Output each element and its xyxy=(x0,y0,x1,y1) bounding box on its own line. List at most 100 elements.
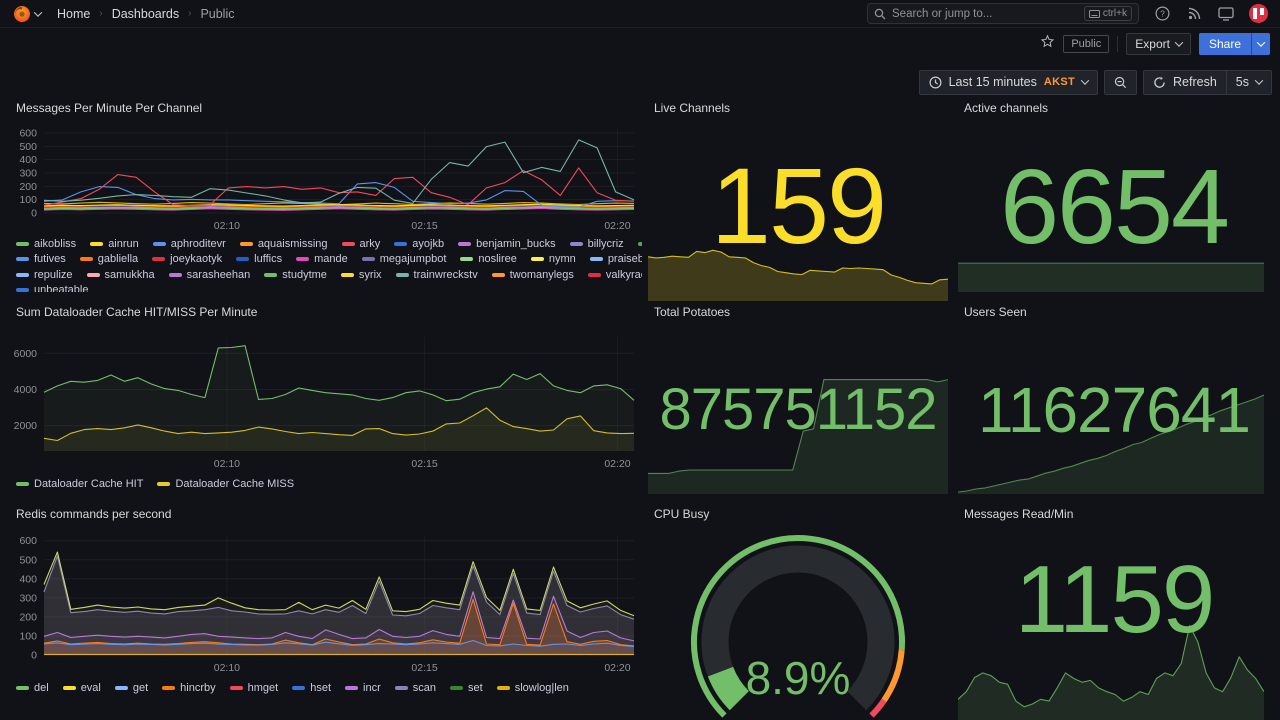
legend-item[interactable]: ayojkb xyxy=(394,238,444,250)
legend-item[interactable]: slowlog|len xyxy=(496,682,569,694)
legend-item[interactable]: aquaismissing xyxy=(239,238,328,250)
legend-item[interactable]: trainwreckstv xyxy=(395,269,478,281)
breadcrumb-separator: › xyxy=(188,8,192,19)
legend-item[interactable]: Dataloader Cache HIT xyxy=(16,478,143,490)
breadcrumb-separator: › xyxy=(99,8,103,19)
legend-item[interactable]: futives xyxy=(16,253,66,265)
legend-color-chip xyxy=(394,685,408,690)
legend-item[interactable]: hincrby xyxy=(162,682,216,694)
breadcrumb-home[interactable]: Home xyxy=(57,6,91,21)
time-range-picker[interactable]: Last 15 minutes AKST xyxy=(918,69,1099,95)
refresh-interval-picker[interactable]: 5s xyxy=(1225,70,1271,94)
svg-text:200: 200 xyxy=(19,611,37,623)
legend-item[interactable]: luffics xyxy=(236,253,282,265)
legend-item[interactable]: hset xyxy=(292,682,331,694)
legend-item[interactable]: billycriz xyxy=(569,238,624,250)
legend-item[interactable]: unbeatable xyxy=(16,284,88,292)
panel-dataloader-cache: Sum Dataloader Cache HIT/MISS Per Minute… xyxy=(8,300,642,498)
refresh-button[interactable]: Refresh xyxy=(1144,71,1226,94)
legend-item[interactable]: hmget xyxy=(229,682,278,694)
panel-title[interactable]: Live Channels xyxy=(654,101,731,115)
help-button[interactable]: ? xyxy=(1153,5,1171,23)
redis-line-chart[interactable]: 0 100 200 300 400 500 600 02:10 02:15 02:20 xyxy=(8,526,642,676)
user-avatar[interactable] xyxy=(1249,4,1268,23)
panel-title[interactable]: Messages Read/Min xyxy=(964,507,1074,521)
legend-item[interactable]: aphroditevr xyxy=(152,238,226,250)
panel-title[interactable]: CPU Busy xyxy=(654,507,710,521)
legend-item[interactable]: repulize xyxy=(16,269,73,281)
panel-messages-read: Messages Read/Min 1159 xyxy=(956,502,1272,720)
legend-item[interactable]: erobb221 xyxy=(637,238,642,250)
svg-text:500: 500 xyxy=(19,554,37,566)
messages-read-value: 1159 xyxy=(1014,546,1215,653)
legend-color-chip xyxy=(16,481,29,486)
legend-item[interactable]: Dataloader Cache MISS xyxy=(157,478,294,490)
svg-text:500: 500 xyxy=(19,141,37,153)
legend-color-chip xyxy=(491,272,505,277)
svg-text:02:20: 02:20 xyxy=(604,220,630,232)
search-input[interactable]: Search or jump to... ctrl+k xyxy=(867,3,1139,24)
panel-title[interactable]: Messages Per Minute Per Channel xyxy=(16,101,203,115)
legend-item[interactable]: sarasheehan xyxy=(168,269,250,281)
legend-item[interactable]: set xyxy=(450,682,483,694)
legend-item[interactable]: eval xyxy=(62,682,101,694)
panel-title[interactable]: Redis commands per second xyxy=(16,507,172,521)
legend-item[interactable]: nosliree xyxy=(460,253,517,265)
legend-item[interactable]: incr xyxy=(345,682,381,694)
star-button[interactable] xyxy=(1040,34,1055,54)
export-button[interactable]: Export xyxy=(1126,33,1191,55)
legend-color-chip xyxy=(16,288,29,292)
panel-title[interactable]: Sum Dataloader Cache HIT/MISS Per Minute xyxy=(16,305,258,319)
search-shortcut-hint: ctrl+k xyxy=(1083,6,1132,21)
svg-text:02:15: 02:15 xyxy=(411,220,437,232)
kiosk-mode-button[interactable] xyxy=(1217,5,1235,23)
dataloader-line-chart[interactable]: 2000 4000 6000 02:10 02:15 02:20 xyxy=(8,328,642,472)
legend-item[interactable]: gabliella xyxy=(79,253,138,265)
legend-item[interactable]: mande xyxy=(296,253,348,265)
active-channels-value: 6654 xyxy=(1000,148,1230,266)
legend-item[interactable]: get xyxy=(114,682,148,694)
legend-item[interactable]: praisebrz xyxy=(589,253,642,265)
share-menu-button[interactable] xyxy=(1251,33,1270,55)
legend-item[interactable]: samukkha xyxy=(86,269,155,281)
legend-item[interactable]: ainrun xyxy=(90,238,139,250)
svg-text:100: 100 xyxy=(19,194,37,206)
svg-text:2000: 2000 xyxy=(14,420,38,432)
legend-item[interactable]: arky xyxy=(341,238,380,250)
legend-item[interactable]: nymn xyxy=(530,253,576,265)
legend-item[interactable]: valkyrae xyxy=(587,269,642,281)
legend-item[interactable]: del xyxy=(16,682,49,694)
panel-title[interactable]: Users Seen xyxy=(964,305,1027,319)
panel-users-seen: Users Seen 11627641 xyxy=(956,300,1272,497)
public-badge: Public xyxy=(1063,35,1110,53)
legend-color-chip xyxy=(569,241,583,246)
dashboard-actions: Public Export Share xyxy=(0,32,1280,56)
share-button[interactable]: Share xyxy=(1198,33,1270,55)
news-button[interactable] xyxy=(1185,5,1203,23)
legend-color-chip xyxy=(229,685,243,690)
panel-live-channels: Live Channels 159 xyxy=(646,96,950,301)
breadcrumb-dashboards[interactable]: Dashboards xyxy=(111,6,180,21)
legend-color-chip xyxy=(162,685,176,690)
legend-item[interactable]: twomanylegs xyxy=(491,269,574,281)
legend-item[interactable]: syrix xyxy=(340,269,382,281)
legend-item[interactable]: benjamin_bucks xyxy=(458,238,556,250)
panel-title[interactable]: Active channels xyxy=(964,101,1049,115)
legend-item[interactable]: joeykaotyk xyxy=(152,253,222,265)
panel-title[interactable]: Total Potatoes xyxy=(654,305,731,319)
zoom-out-button[interactable] xyxy=(1104,69,1138,95)
time-controls: Last 15 minutes AKST Refresh 5s xyxy=(0,69,1280,95)
help-icon: ? xyxy=(1154,6,1170,21)
live-channels-value: 159 xyxy=(710,145,887,266)
legend-item[interactable]: scan xyxy=(394,682,436,694)
rss-icon xyxy=(1188,7,1200,20)
messages-line-chart[interactable]: 0 100 200 300 400 500 600 02:10 02:15 02:20 xyxy=(8,120,642,234)
chevron-down-icon xyxy=(1254,76,1264,85)
svg-text:200: 200 xyxy=(19,181,37,193)
legend-item[interactable]: studytme xyxy=(264,269,327,281)
breadcrumb-current[interactable]: Public xyxy=(200,6,235,21)
legend-item[interactable]: megajumpbot xyxy=(361,253,446,265)
grafana-logo[interactable] xyxy=(12,4,43,24)
star-icon xyxy=(1041,34,1055,48)
legend-item[interactable]: aikobliss xyxy=(16,238,76,250)
